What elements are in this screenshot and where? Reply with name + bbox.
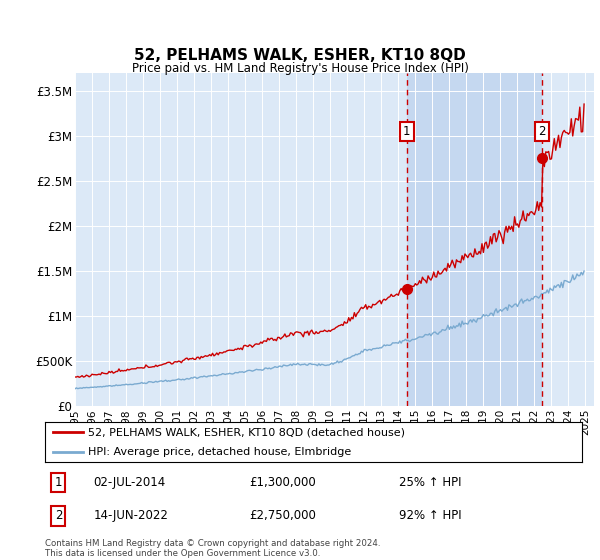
Text: £1,300,000: £1,300,000	[249, 476, 316, 489]
Text: 02-JUL-2014: 02-JUL-2014	[94, 476, 166, 489]
Text: 2: 2	[538, 125, 546, 138]
Text: HPI: Average price, detached house, Elmbridge: HPI: Average price, detached house, Elmb…	[88, 446, 351, 456]
Text: 52, PELHAMS WALK, ESHER, KT10 8QD: 52, PELHAMS WALK, ESHER, KT10 8QD	[134, 49, 466, 63]
Text: 14-JUN-2022: 14-JUN-2022	[94, 510, 168, 522]
Text: 25% ↑ HPI: 25% ↑ HPI	[400, 476, 462, 489]
Text: 1: 1	[55, 476, 62, 489]
Text: 52, PELHAMS WALK, ESHER, KT10 8QD (detached house): 52, PELHAMS WALK, ESHER, KT10 8QD (detac…	[88, 427, 405, 437]
Text: 1: 1	[403, 125, 410, 138]
Text: £2,750,000: £2,750,000	[249, 510, 316, 522]
Text: 92% ↑ HPI: 92% ↑ HPI	[400, 510, 462, 522]
Text: Contains HM Land Registry data © Crown copyright and database right 2024.
This d: Contains HM Land Registry data © Crown c…	[45, 539, 380, 558]
Text: 2: 2	[55, 510, 62, 522]
Bar	[407, 73, 542, 406]
Text: Price paid vs. HM Land Registry's House Price Index (HPI): Price paid vs. HM Land Registry's House …	[131, 62, 469, 75]
